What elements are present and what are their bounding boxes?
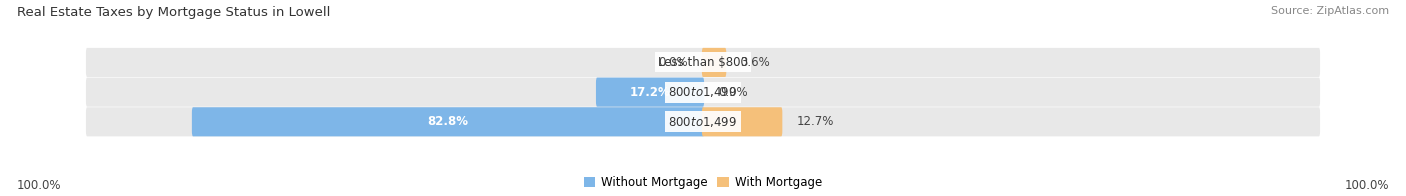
Text: $800 to $1,499: $800 to $1,499 <box>668 115 738 129</box>
FancyBboxPatch shape <box>702 107 782 136</box>
Text: Real Estate Taxes by Mortgage Status in Lowell: Real Estate Taxes by Mortgage Status in … <box>17 6 330 19</box>
FancyBboxPatch shape <box>191 107 704 136</box>
Text: 100.0%: 100.0% <box>17 179 62 192</box>
Text: 17.2%: 17.2% <box>630 86 671 99</box>
Text: $800 to $1,499: $800 to $1,499 <box>668 85 738 99</box>
Legend: Without Mortgage, With Mortgage: Without Mortgage, With Mortgage <box>583 176 823 189</box>
Text: 0.0%: 0.0% <box>658 56 688 69</box>
Text: 100.0%: 100.0% <box>1344 179 1389 192</box>
FancyBboxPatch shape <box>596 78 704 107</box>
FancyBboxPatch shape <box>702 48 727 77</box>
Text: 0.0%: 0.0% <box>718 86 748 99</box>
Text: Source: ZipAtlas.com: Source: ZipAtlas.com <box>1271 6 1389 16</box>
FancyBboxPatch shape <box>86 48 1320 77</box>
Text: 82.8%: 82.8% <box>427 115 468 128</box>
Text: 3.6%: 3.6% <box>741 56 770 69</box>
Text: 12.7%: 12.7% <box>797 115 834 128</box>
Text: Less than $800: Less than $800 <box>658 56 748 69</box>
FancyBboxPatch shape <box>86 107 1320 136</box>
FancyBboxPatch shape <box>86 78 1320 107</box>
